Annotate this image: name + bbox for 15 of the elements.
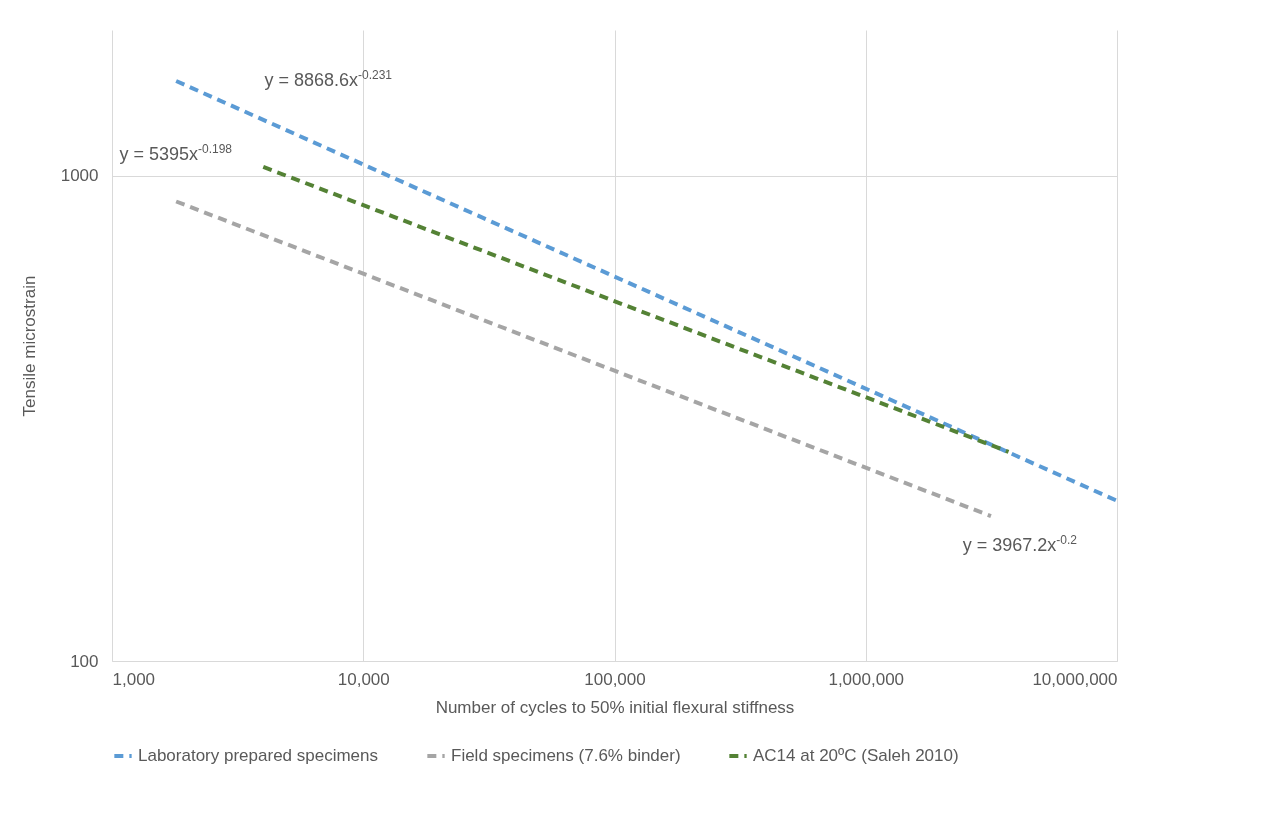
legend-label: Laboratory prepared specimens [138,746,379,765]
legend-label: AC14 at 20ºC (Saleh 2010) [753,746,959,765]
y-axis-title: Tensile microstrain [19,275,39,417]
x-tick-label: 1,000,000 [828,669,905,689]
x-tick-label: 10,000 [337,669,390,689]
annotation: y = 3967.2x$^{-0.2}$ [962,533,1078,555]
x-tick-label: 10,000,000 [1032,669,1118,689]
y-tick-label: 100 [70,651,99,671]
x-axis-title: Number of cycles to 50% initial flexural stiffness [435,697,795,717]
y-tick-label: 1000 [60,166,99,186]
annotation: y = 5395x$^{-0.198}$ [119,142,233,164]
x-tick-label: 100,000 [584,669,646,689]
legend-label: Field specimens (7.6% binder) [451,746,681,765]
x-tick-label: 1,000 [112,669,156,689]
annotation: y = 8868.6x$^{-0.231}$ [264,68,393,90]
